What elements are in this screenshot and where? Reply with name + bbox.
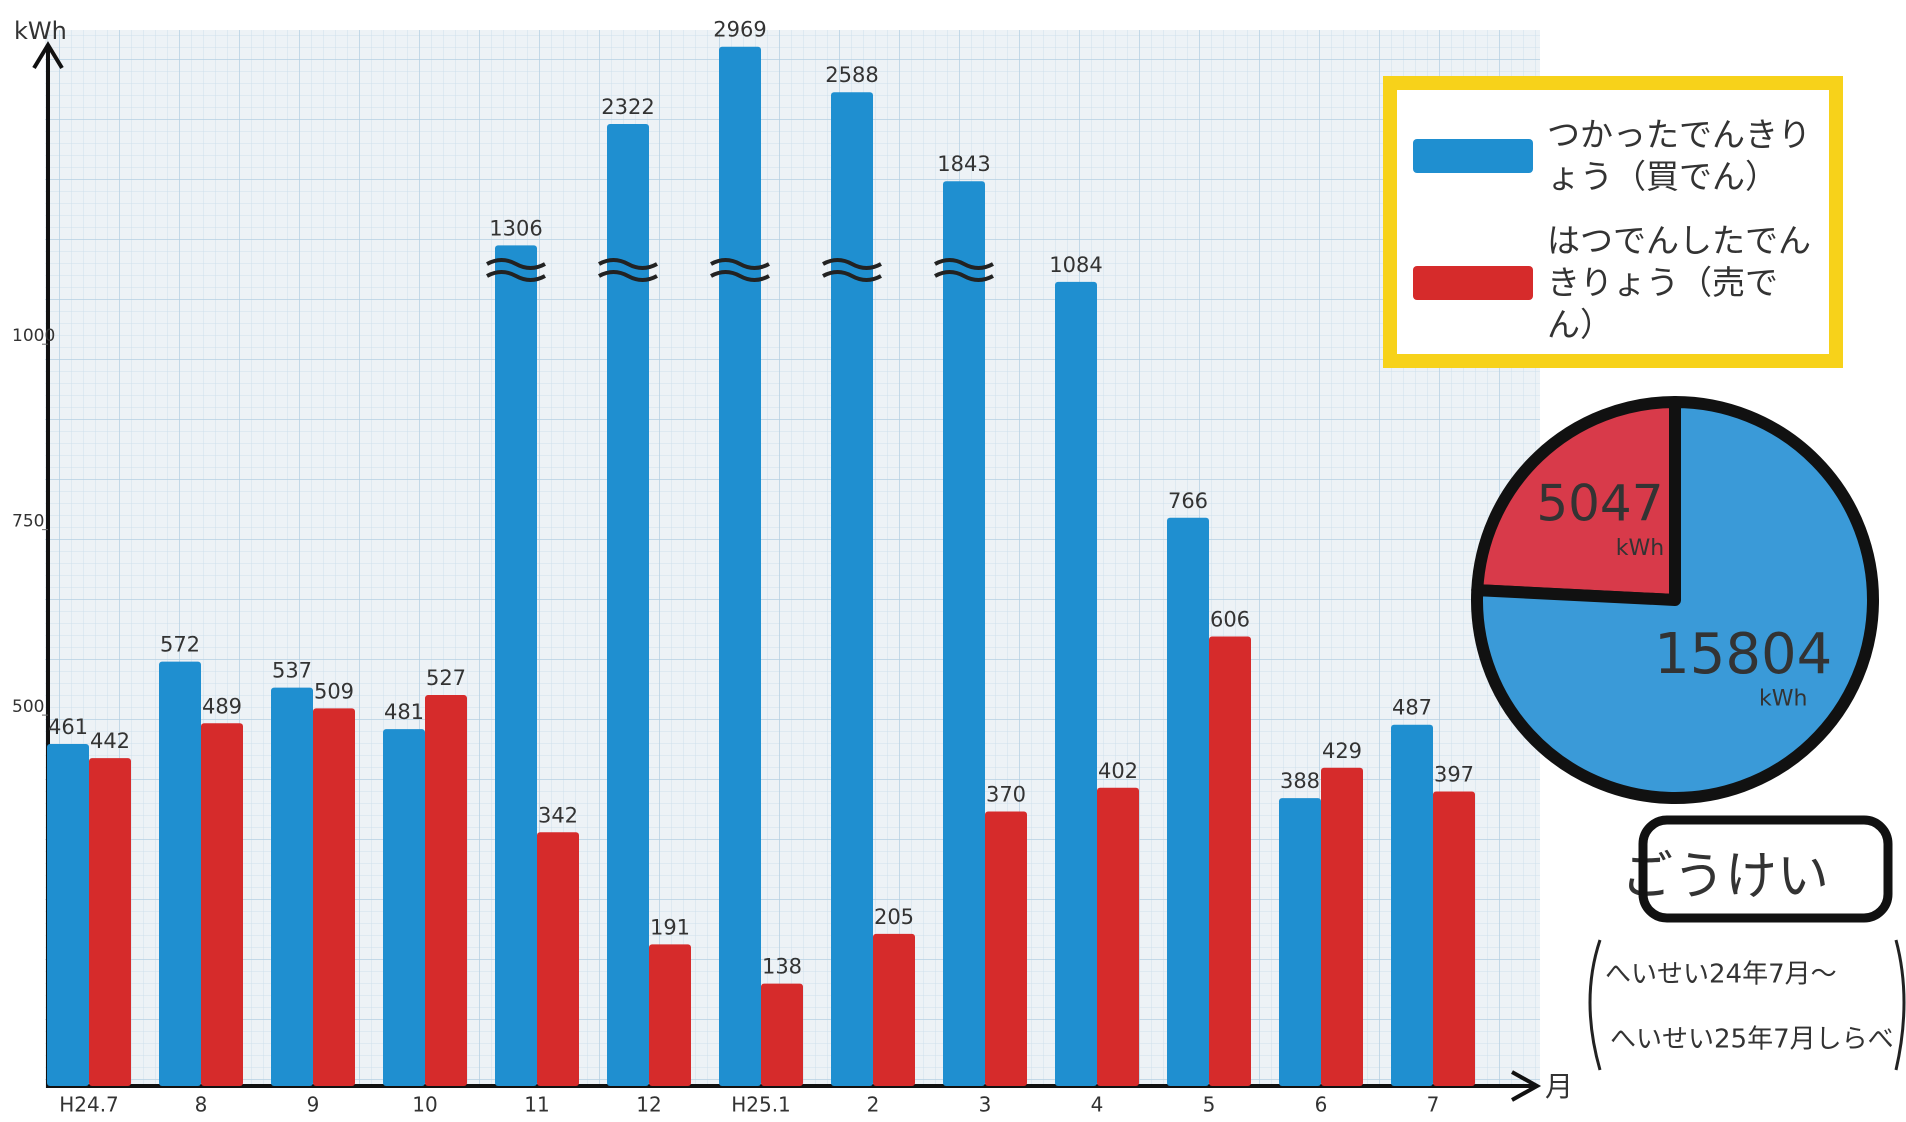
value-label: 1084 <box>1049 253 1102 277</box>
bar <box>1391 724 1433 1086</box>
x-tick-label: 5 <box>1203 1093 1216 1117</box>
legend-label: はつでんしたでんきりょう（売でん） <box>1547 221 1811 344</box>
x-tick-label: 8 <box>195 1093 208 1117</box>
legend-label: つかったでんきりょう（買でん） <box>1547 115 1811 196</box>
axis-break-mark <box>710 258 770 282</box>
bar <box>873 933 915 1086</box>
axis-break-mark <box>822 258 882 282</box>
legend: つかったでんきりょう（買でん） はつでんしたでんきりょう（売でん） <box>1383 76 1843 368</box>
value-label: 388 <box>1280 769 1320 793</box>
value-label: 487 <box>1392 696 1432 720</box>
bar <box>1055 281 1097 1086</box>
bar <box>537 832 579 1086</box>
value-label: 138 <box>762 955 802 979</box>
x-tick-label: H24.7 <box>59 1093 119 1117</box>
bar <box>425 695 467 1086</box>
x-tick-label: 10 <box>412 1093 437 1117</box>
value-label: 606 <box>1210 607 1250 631</box>
value-label: 527 <box>426 666 466 690</box>
period-line: へいせい25年7月しらべ <box>1610 1025 1894 1055</box>
bar <box>1279 798 1321 1086</box>
value-label: 442 <box>90 729 130 753</box>
y-tick-label: 750 <box>12 512 44 532</box>
y-tick-label: 1000 <box>12 326 55 346</box>
bar <box>943 181 985 1086</box>
value-label: 2322 <box>601 95 654 119</box>
bar <box>607 124 649 1086</box>
value-label: 1306 <box>489 216 542 240</box>
x-tick-label: 6 <box>1315 1093 1328 1117</box>
bar <box>159 661 201 1086</box>
pie-slice <box>1471 396 1879 804</box>
period-line: へいせい24年7月〜 <box>1605 960 1837 990</box>
bar <box>831 92 873 1087</box>
x-tick-label: 12 <box>636 1093 661 1117</box>
value-label: 370 <box>986 783 1026 807</box>
x-tick-label: 9 <box>307 1093 320 1117</box>
bar <box>89 758 131 1086</box>
value-label: 461 <box>48 715 88 739</box>
bar <box>1209 636 1251 1086</box>
bar <box>313 708 355 1086</box>
value-label: 572 <box>160 633 200 657</box>
bar <box>719 46 761 1086</box>
axis-break-mark <box>486 258 546 282</box>
legend-item: はつでんしたでんきりょう（売でん） <box>1413 220 1813 346</box>
value-label: 429 <box>1322 739 1362 763</box>
axis-break-mark <box>598 258 658 282</box>
bar <box>47 744 89 1086</box>
bar <box>985 811 1027 1086</box>
bar <box>1167 517 1209 1086</box>
x-axis-label: 月 <box>1545 1070 1573 1103</box>
value-label: 2969 <box>713 18 766 42</box>
bar <box>495 245 537 1086</box>
value-label: 1843 <box>937 152 990 176</box>
pie-unit-label: kWh <box>1616 536 1664 561</box>
bar <box>1433 791 1475 1086</box>
bar <box>383 729 425 1086</box>
value-label: 766 <box>1168 489 1208 513</box>
value-label: 537 <box>272 659 312 683</box>
y-axis-label: kWh <box>14 17 67 45</box>
value-label: 342 <box>538 803 578 827</box>
value-label: 402 <box>1098 759 1138 783</box>
x-tick-label: H25.1 <box>731 1093 791 1117</box>
legend-swatch <box>1413 139 1533 173</box>
legend-swatch <box>1413 266 1533 300</box>
total-box <box>1638 815 1893 923</box>
value-label: 509 <box>314 679 354 703</box>
value-label: 397 <box>1434 762 1474 786</box>
bar <box>761 983 803 1086</box>
x-tick-label: 4 <box>1091 1093 1104 1117</box>
pie-slice <box>1471 396 1681 606</box>
value-label: 191 <box>650 915 690 939</box>
legend-item: つかったでんきりょう（買でん） <box>1413 114 1813 198</box>
total-title: ごうけい <box>1621 847 1829 907</box>
value-label: 489 <box>202 694 242 718</box>
bar <box>1321 767 1363 1086</box>
x-tick-label: 3 <box>979 1093 992 1117</box>
pie-value-label: 15804 <box>1654 622 1832 687</box>
x-tick-label: 11 <box>524 1093 549 1117</box>
pie-value-label: 5047 <box>1536 475 1663 533</box>
value-label: 2588 <box>825 63 878 87</box>
value-label: 481 <box>384 700 424 724</box>
bar <box>1097 787 1139 1086</box>
x-tick-label: 2 <box>867 1093 880 1117</box>
x-tick-label: 7 <box>1427 1093 1440 1117</box>
bar <box>201 723 243 1086</box>
bar <box>271 687 313 1086</box>
paren <box>1588 939 1906 1071</box>
y-tick-label: 500 <box>12 697 44 717</box>
axis-break-mark <box>934 258 994 282</box>
bar <box>649 944 691 1086</box>
x-axis-arrow <box>1511 1070 1542 1102</box>
y-axis-arrow <box>32 41 64 70</box>
pie-unit-label: kWh <box>1759 687 1807 712</box>
value-label: 205 <box>874 905 914 929</box>
